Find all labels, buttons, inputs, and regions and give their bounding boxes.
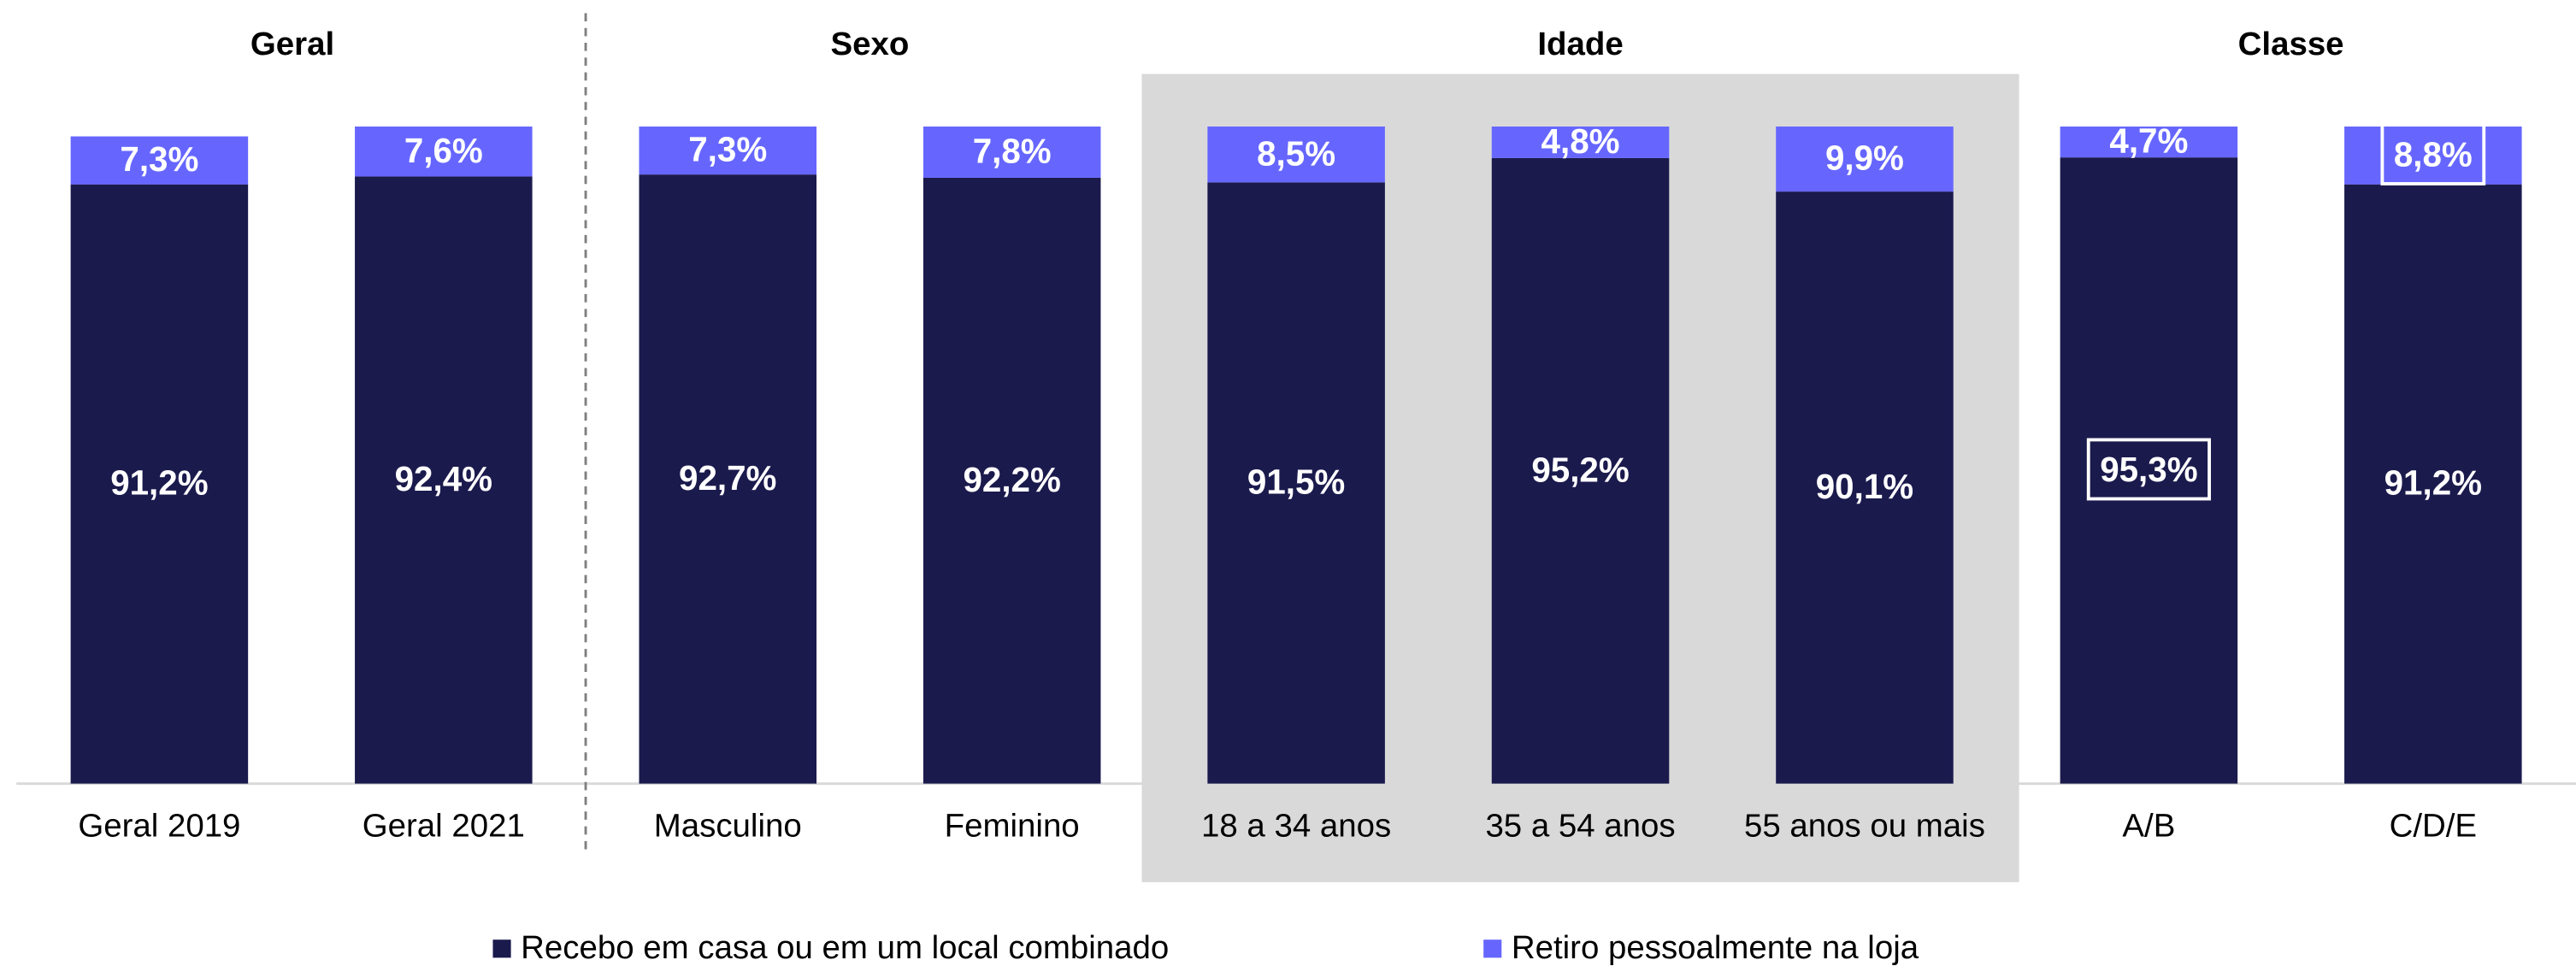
data-label: 91,2%: [2384, 463, 2482, 503]
bar-segment: [70, 184, 249, 784]
data-label: 91,5%: [1247, 462, 1345, 502]
data-label: 91,2%: [110, 463, 208, 503]
data-label: 90,1%: [1816, 467, 1913, 506]
x-tick-label: Feminino: [945, 808, 1080, 845]
bar-segment: [2344, 184, 2522, 784]
label-highlight: [2086, 438, 2211, 501]
data-label: 7,3%: [688, 130, 767, 169]
data-label: 7,3%: [120, 139, 198, 179]
data-label: 8,5%: [1257, 133, 1335, 173]
label-highlight: [2380, 122, 2486, 186]
bar-segment: [1207, 127, 1385, 183]
x-tick-label: C/D/E: [2390, 808, 2477, 845]
x-tick-label: 55 anos ou mais: [1744, 808, 1985, 845]
bar-segment: [923, 177, 1101, 784]
legend-swatch: [1483, 939, 1502, 958]
legend-label: Retiro pessoalmente na loja: [1512, 929, 1919, 966]
x-tick-label: A/B: [2122, 808, 2175, 845]
x-tick-label: 35 a 54 anos: [1485, 808, 1675, 845]
data-label: 4,7%: [2109, 121, 2188, 161]
data-label: 9,9%: [1825, 138, 1904, 178]
bar-segment: [923, 127, 1101, 178]
bar-segment: [355, 127, 533, 177]
data-label: 92,4%: [395, 459, 492, 498]
x-tick-label: Masculino: [654, 808, 802, 845]
data-label: 8,8%: [2394, 134, 2473, 174]
bar-segment: [1776, 191, 1954, 784]
group-label: Classe: [2238, 26, 2344, 62]
bar-segment: [2060, 127, 2238, 158]
data-label: 92,7%: [679, 458, 776, 498]
bar-segment: [2344, 127, 2522, 185]
data-label: 95,3%: [2100, 450, 2197, 489]
data-label: 4,8%: [1541, 121, 1620, 161]
x-tick-label: Geral 2021: [363, 808, 525, 845]
bar-segment: [1776, 127, 1954, 192]
bar-segment: [355, 176, 533, 784]
data-label: 92,2%: [963, 460, 1060, 499]
data-label: 7,6%: [404, 131, 483, 170]
data-label: 7,8%: [973, 132, 1052, 171]
x-tick-label: Geral 2019: [78, 808, 240, 845]
data-label: 95,2%: [1531, 450, 1629, 489]
bar-segment: [1207, 182, 1385, 784]
x-tick-label: 18 a 34 anos: [1201, 808, 1391, 845]
legend-label: Recebo em casa ou em um local combinado: [521, 929, 1169, 966]
bar-segment: [639, 174, 817, 784]
bar-segment: [70, 136, 249, 185]
group-label: Sexo: [831, 26, 910, 62]
group-label: Idade: [1537, 26, 1623, 62]
legend-swatch: [492, 939, 511, 958]
bar-segment: [1491, 127, 1670, 158]
group-label: Geral: [251, 26, 334, 62]
bar-segment: [639, 127, 817, 175]
bar-segment: [1491, 157, 1670, 784]
